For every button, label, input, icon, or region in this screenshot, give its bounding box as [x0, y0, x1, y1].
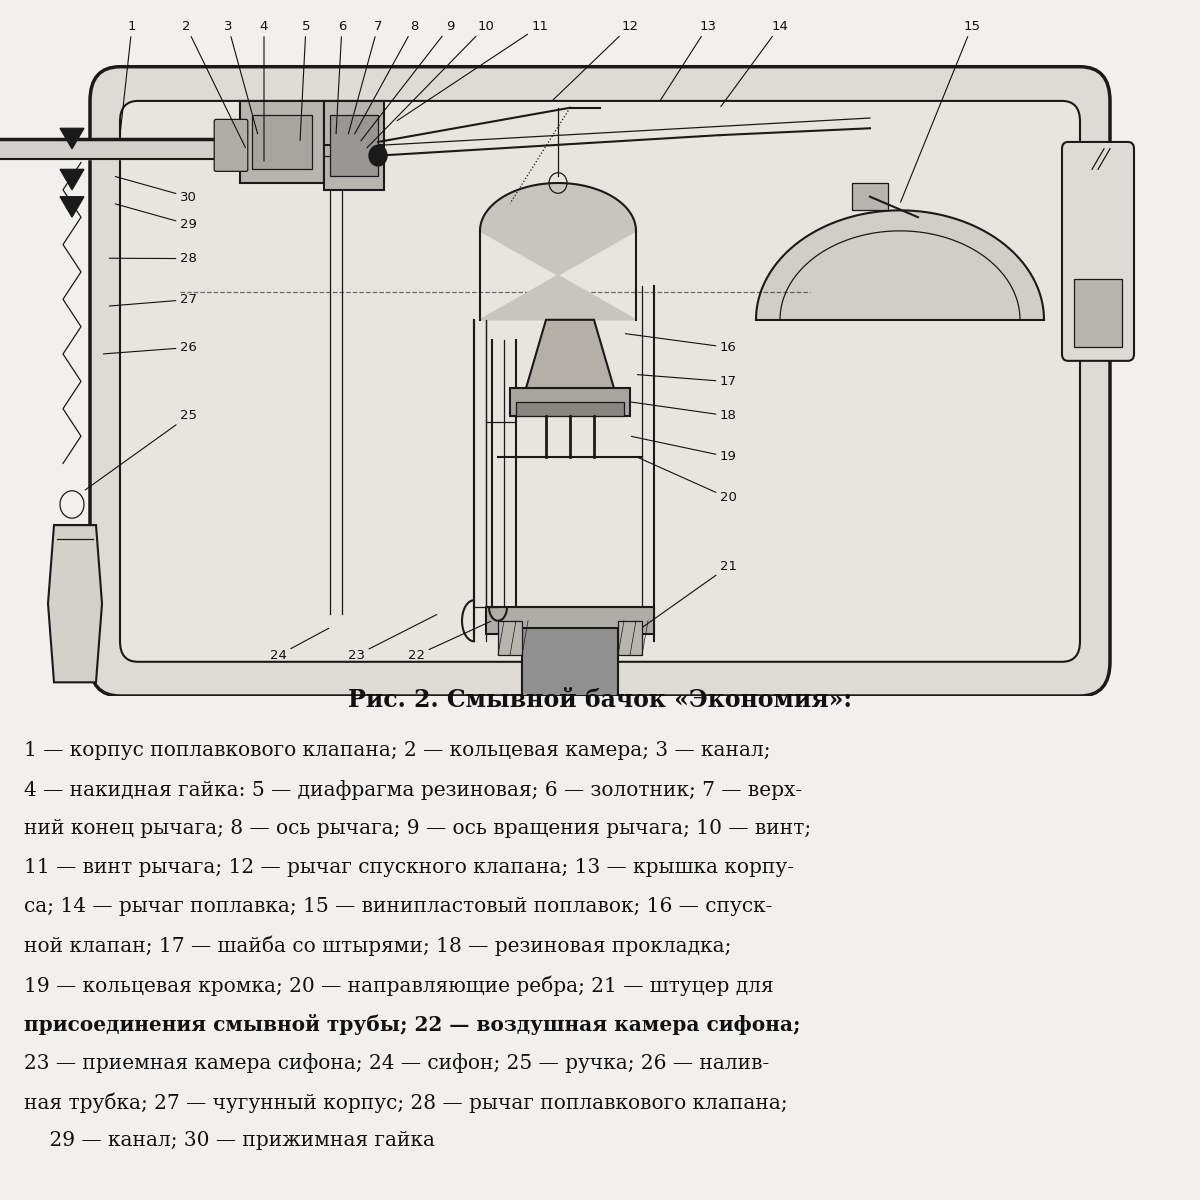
Bar	[522, 628, 618, 696]
Text: 1: 1	[120, 19, 137, 133]
Text: 18: 18	[631, 402, 737, 422]
Bar	[324, 101, 384, 190]
Bar	[618, 620, 642, 655]
Polygon shape	[60, 197, 84, 217]
Text: 7: 7	[348, 19, 383, 133]
FancyBboxPatch shape	[215, 119, 248, 172]
Text: 2: 2	[181, 19, 245, 148]
Text: ная трубка; 27 — чугунный корпус; 28 — рычаг поплавкового клапана;: ная трубка; 27 — чугунный корпус; 28 — р…	[24, 1092, 787, 1112]
Text: 14: 14	[721, 19, 788, 107]
Text: 20: 20	[637, 457, 737, 504]
Text: 22: 22	[408, 622, 491, 661]
Text: 10: 10	[367, 19, 494, 148]
Text: 12: 12	[553, 19, 638, 100]
FancyBboxPatch shape	[120, 101, 1080, 661]
Bar	[240, 101, 324, 182]
Text: Рис. 2. Смывной бачок «Экономия»:: Рис. 2. Смывной бачок «Экономия»:	[348, 688, 852, 712]
Text: 21: 21	[643, 560, 737, 626]
Bar	[330, 114, 378, 176]
Bar	[252, 115, 312, 169]
Text: ной клапан; 17 — шайба со штырями; 18 — резиновая прокладка;: ной клапан; 17 — шайба со штырями; 18 — …	[24, 936, 731, 956]
Text: 23 — приемная камера сифона; 24 — сифон; 25 — ручка; 26 — налив-: 23 — приемная камера сифона; 24 — сифон;…	[24, 1054, 769, 1073]
Polygon shape	[60, 128, 84, 149]
Text: присоединения смывной трубы; 22 — воздушная камера сифона;: присоединения смывной трубы; 22 — воздуш…	[24, 1014, 800, 1036]
Text: 4: 4	[260, 19, 268, 161]
Text: 27: 27	[109, 293, 197, 306]
Polygon shape	[522, 319, 618, 402]
Text: 1 — корпус поплавкового клапана; 2 — кольцевая камера; 3 — канал;: 1 — корпус поплавкового клапана; 2 — кол…	[24, 740, 770, 760]
Polygon shape	[756, 210, 1044, 319]
FancyBboxPatch shape	[90, 67, 1110, 696]
Text: 29 — канал; 30 — прижимная гайка: 29 — канал; 30 — прижимная гайка	[24, 1132, 436, 1151]
Text: 26: 26	[103, 341, 197, 354]
Circle shape	[370, 145, 386, 166]
Text: 11: 11	[397, 19, 548, 121]
Text: 28: 28	[109, 252, 197, 265]
Text: са; 14 — рычаг поплавка; 15 — винипластовый поплавок; 16 — спуск-: са; 14 — рычаг поплавка; 15 — винипласто…	[24, 896, 773, 916]
Text: 3: 3	[223, 19, 258, 133]
Text: 24: 24	[270, 629, 329, 661]
Text: 9: 9	[361, 19, 454, 140]
Text: 19: 19	[631, 437, 737, 463]
Bar	[486, 607, 654, 635]
Bar	[1074, 278, 1122, 347]
Text: 23: 23	[348, 614, 437, 661]
Text: ний конец рычага; 8 — ось рычага; 9 — ось вращения рычага; 10 — винт;: ний конец рычага; 8 — ось рычага; 9 — ос…	[24, 818, 811, 838]
Text: 5: 5	[300, 19, 311, 140]
Bar	[498, 620, 522, 655]
Bar	[510, 388, 630, 415]
Text: 29: 29	[115, 204, 197, 230]
Text: 16: 16	[625, 334, 737, 354]
Text: 8: 8	[355, 19, 418, 134]
FancyBboxPatch shape	[1062, 142, 1134, 361]
Bar	[516, 402, 624, 415]
Text: 17: 17	[637, 374, 737, 389]
Polygon shape	[48, 526, 102, 683]
Text: 15: 15	[900, 19, 980, 203]
Text: 11 — винт рычага; 12 — рычаг спускного клапана; 13 — крышка корпу-: 11 — винт рычага; 12 — рычаг спускного к…	[24, 858, 794, 877]
Polygon shape	[480, 184, 636, 319]
Text: 6: 6	[336, 19, 346, 133]
Text: 30: 30	[115, 176, 197, 204]
Text: 4 — накидная гайка: 5 — диафрагма резиновая; 6 — золотник; 7 — верх-: 4 — накидная гайка: 5 — диафрагма резино…	[24, 780, 802, 799]
Bar	[852, 182, 888, 210]
Text: 19 — кольцевая кромка; 20 — направляющие ребра; 21 — штуцер для: 19 — кольцевая кромка; 20 — направляющие…	[24, 976, 774, 996]
Text: 13: 13	[661, 19, 716, 100]
Text: 25: 25	[85, 409, 197, 490]
Polygon shape	[60, 169, 84, 190]
